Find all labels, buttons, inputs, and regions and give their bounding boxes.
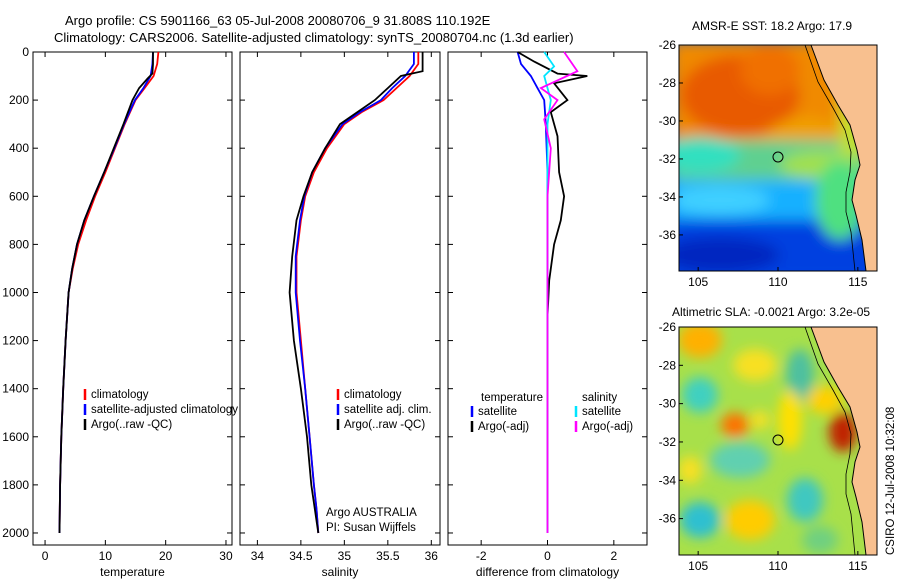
salinity-xlabel: salinity	[322, 565, 359, 579]
sla_map-xtick-label: 110	[768, 559, 787, 573]
sla-map-title: Altimetric SLA: -0.0021 Argo: 3.2e-05	[672, 305, 870, 319]
sla-map-panel: Altimetric SLA: -0.0021 Argo: 3.2e-05	[659, 305, 878, 573]
diff-legend-temperature-entry: Argo(-adj)	[478, 421, 529, 433]
pi-text: PI: Susan Wijffels	[326, 522, 416, 534]
sla_map-ytick-label: -28	[659, 358, 677, 372]
sst_map-ytick-label: -34	[659, 190, 677, 204]
sla_map-ytick-label: -34	[659, 473, 677, 487]
sst_map-xtick-label: 110	[768, 275, 787, 289]
sst-map-title: AMSR-E SST: 18.2 Argo: 17.9	[692, 19, 852, 33]
depth-tick-label: 800	[9, 237, 29, 251]
side-caption: CSIRO 12-Jul-2008 10:32:08	[885, 407, 897, 555]
sla_map-xtick-label: 115	[848, 559, 867, 573]
salinity-xtick-label: 34	[251, 549, 265, 563]
temperature-xlabel: temperature	[100, 565, 165, 579]
depth-tick-label: 1600	[2, 430, 29, 444]
depth-tick-label: 200	[9, 93, 29, 107]
figure-title-line2: Climatology: CARS2006. Satellite-adjuste…	[54, 30, 574, 45]
temperature-xtick-label: 0	[42, 549, 49, 563]
sla-field	[679, 327, 877, 555]
salinity-xtick-label: 36	[425, 549, 439, 563]
diff-legend-temperature-entry: satellite	[478, 406, 517, 418]
depth-tick-label: 400	[9, 141, 29, 155]
depth-tick-label: 2000	[2, 526, 29, 540]
temperature-legend-entry: climatology	[91, 389, 149, 401]
salinity-xtick-label: 35	[338, 549, 352, 563]
temperature-xtick-label: 10	[99, 549, 113, 563]
difference-xlabel: difference from climatology	[476, 565, 619, 579]
sla_map-ytick-label: -32	[659, 435, 677, 449]
temperature-xtick-label: 30	[219, 549, 233, 563]
sst-map-panel: AMSR-E SST: 18.2 Argo: 17.9	[659, 19, 878, 289]
difference-series-line	[517, 51, 588, 533]
sst_map-ytick-label: -26	[659, 38, 677, 52]
salinity-series-line	[294, 52, 415, 534]
depth-tick-label: 600	[9, 189, 29, 203]
difference-series-line	[539, 51, 579, 533]
salinity-legend-entry: climatology	[344, 389, 402, 401]
difference-panel: -2 0 2 difference from climatology temperatu…	[447, 51, 648, 579]
difference-xtick-label: 0	[544, 549, 551, 563]
salinity-axes-frame	[239, 51, 441, 546]
salinity-panel: 34 34.5 35 35.5 36 salinity climatology satelli…	[239, 51, 441, 579]
temperature-xtick-label: 20	[159, 549, 173, 563]
sst-field	[679, 45, 877, 271]
temperature-series-line	[58, 52, 154, 534]
sst_map-xtick-label: 105	[688, 275, 708, 289]
depth-tick-label: 1800	[2, 478, 29, 492]
diff-legend-salinity-title: salinity	[582, 392, 617, 404]
salinity-series-line	[288, 52, 424, 534]
temperature-panel: 0 10 20 30 temperature 0 200 400 600 800 1000 1200 1…	[2, 45, 238, 579]
difference-series-line	[516, 51, 549, 533]
diff-legend-salinity-entry: satellite	[582, 406, 621, 418]
argo-position-marker-sla	[772, 434, 784, 446]
sst_map-xtick-label: 115	[848, 275, 867, 289]
salinity-legend-entry: satellite adj. clim.	[344, 404, 432, 416]
sla_map-xtick-label: 105	[688, 559, 708, 573]
difference-xtick-label: -2	[476, 549, 487, 563]
temperature-legend-entry: satellite-adjusted climatology	[91, 404, 238, 416]
temperature-series-line	[58, 51, 154, 534]
figure-title-line1: Argo profile: CS 5901166_63 05-Jul-2008 …	[65, 13, 491, 28]
sla_map-ytick-label: -30	[659, 397, 677, 411]
sst_map-ytick-label: -36	[659, 228, 677, 242]
temperature-legend-entry: Argo(..raw -QC)	[91, 419, 172, 431]
diff-legend-salinity-entry: Argo(-adj)	[582, 421, 633, 433]
owner-text: Argo AUSTRALIA	[326, 507, 417, 519]
sla_map-ytick-label: -26	[659, 320, 677, 334]
temperature-axes-frame	[32, 51, 233, 546]
depth-tick-label: 1400	[2, 382, 29, 396]
salinity-legend-entry: Argo(..raw -QC)	[344, 419, 425, 431]
difference-xtick-label: 2	[610, 549, 617, 563]
temperature-series-line	[58, 51, 160, 534]
argo-position-marker-sst	[772, 151, 784, 163]
salinity-series-line	[295, 52, 420, 534]
salinity-xtick-label: 34.5	[289, 549, 313, 563]
depth-tick-label: 0	[22, 45, 29, 59]
sla_map-ytick-label: -36	[659, 512, 677, 526]
sst_map-ytick-label: -32	[659, 152, 677, 166]
diff-legend-temperature-title: temperature	[481, 392, 543, 404]
salinity-xtick-label: 35.5	[376, 549, 400, 563]
depth-tick-label: 1000	[2, 285, 29, 299]
sst_map-ytick-label: -28	[659, 76, 677, 90]
depth-tick-label: 1200	[2, 334, 29, 348]
sst_map-ytick-label: -30	[659, 114, 677, 128]
